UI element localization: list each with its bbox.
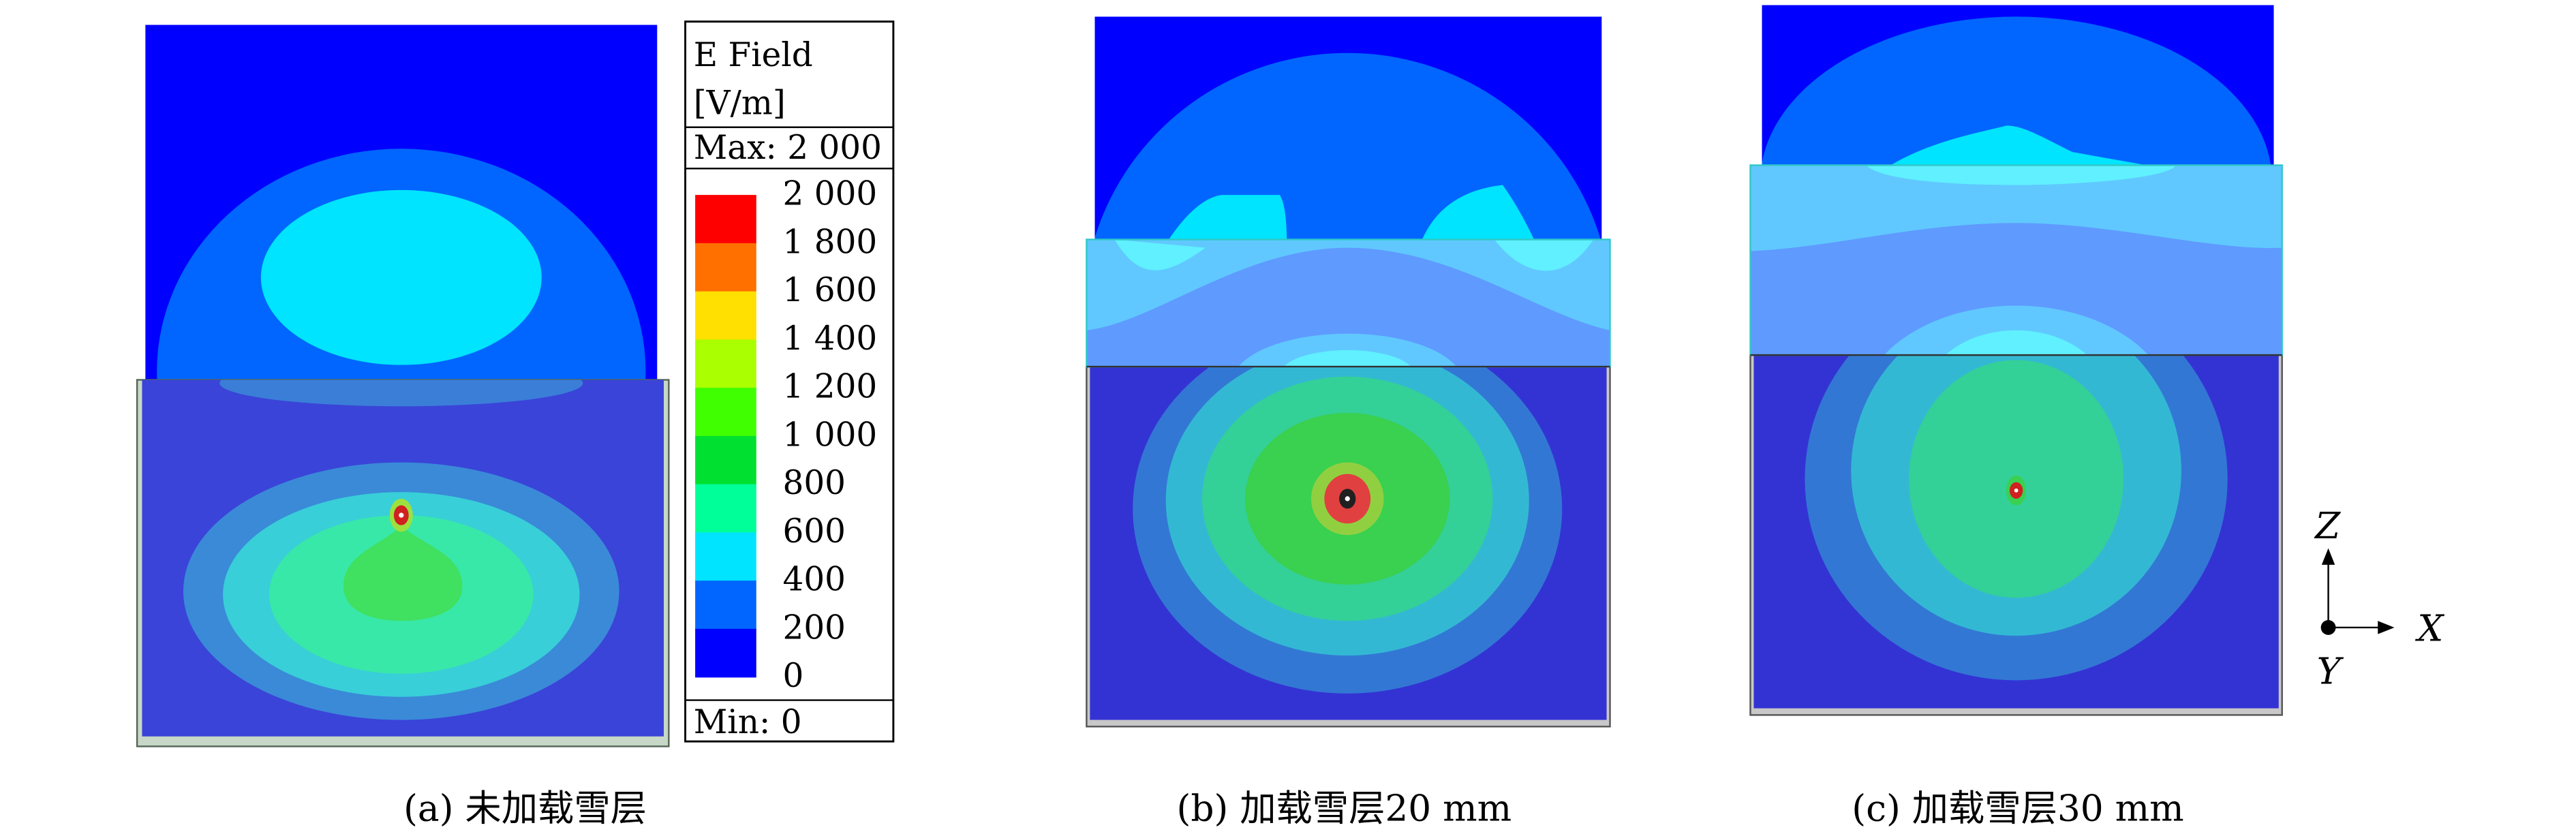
legend-swatch [695, 243, 756, 292]
legend-swatch [695, 532, 756, 581]
legend-title: E Field [694, 36, 813, 74]
color-legend: E Field [V/m] Max: 2 000 Min: 0 2 000 1 8… [684, 20, 895, 743]
legend-tick-label: 400 [783, 561, 846, 599]
legend-swatch [695, 388, 756, 437]
legend-tick-label: 0 [783, 657, 804, 695]
legend-tick-label: 200 [783, 608, 846, 647]
legend-swatch [695, 628, 756, 678]
caption-b: (b) 加载雪层20 mm [1177, 787, 1512, 829]
substrate-field-a [142, 380, 664, 737]
caption-a: (a) 未加载雪层 [403, 787, 647, 829]
air-field-c [1762, 5, 2274, 166]
legend-unit: [V/m] [694, 84, 786, 122]
legend-swatch [695, 581, 756, 630]
legend-swatch [695, 291, 756, 341]
legend-swatch [695, 435, 756, 485]
axis-x-label: X [2414, 607, 2444, 649]
legend-tick-label: 600 [783, 512, 846, 551]
legend-swatch [695, 195, 756, 244]
legend-min: Min: 0 [694, 703, 802, 741]
panel-c [1749, 5, 2283, 716]
legend-tick-label: 1 000 [783, 416, 878, 454]
panel-b [1086, 16, 1611, 728]
x-arrow-icon [2378, 621, 2395, 634]
coordinate-axes: Z X Y [2314, 505, 2444, 692]
legend-tick-label: 1 200 [783, 368, 878, 406]
snow-layer-b [1086, 239, 1610, 367]
axis-y-label: Y [2317, 650, 2344, 692]
legend-swatch [695, 339, 756, 388]
z-arrow-icon [2321, 548, 2335, 565]
panel-a [136, 25, 670, 747]
legend-tick-label: 1 800 [783, 223, 878, 261]
legend-max: Max: 2 000 [694, 129, 882, 167]
legend-swatch [695, 484, 756, 534]
y-axis-dot-icon [2320, 620, 2336, 635]
air-field-a [145, 25, 658, 380]
legend-tick-label: 800 [783, 464, 846, 502]
axis-z-label: Z [2314, 505, 2341, 547]
substrate-field-c [1753, 355, 2279, 709]
legend-tick-label: 1 600 [783, 271, 878, 309]
snow-layer-c [1750, 165, 2282, 356]
substrate-field-b [1090, 367, 1607, 720]
legend-tick-label: 1 400 [783, 320, 878, 358]
legend-tick-label: 2 000 [783, 175, 878, 213]
caption-c: (c) 加载雪层30 mm [1852, 787, 2183, 829]
